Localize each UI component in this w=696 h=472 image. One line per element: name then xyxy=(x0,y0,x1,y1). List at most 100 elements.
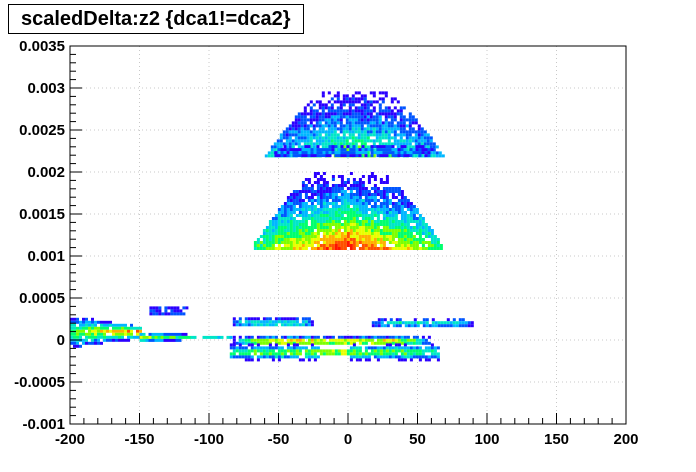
heatmap-cell xyxy=(333,133,337,137)
heatmap-cell xyxy=(427,235,431,238)
x-tick-label: -150 xyxy=(124,431,154,448)
heatmap-cell xyxy=(345,100,349,104)
heatmap-cell xyxy=(238,338,242,342)
heatmap-cell xyxy=(334,151,338,155)
heatmap-cell xyxy=(372,127,376,131)
heatmap-cell xyxy=(322,214,326,217)
heatmap-cell xyxy=(418,148,422,152)
heatmap-cell xyxy=(322,238,326,241)
heatmap-cell xyxy=(118,329,121,333)
heatmap-cell xyxy=(411,139,415,143)
heatmap-cell xyxy=(310,338,314,342)
heatmap-cell xyxy=(283,241,287,244)
heatmap-cell xyxy=(271,323,275,327)
heatmap-cell xyxy=(324,124,328,128)
heatmap-cell xyxy=(325,232,329,235)
heatmap-cell xyxy=(82,332,85,336)
heatmap-cell xyxy=(382,232,386,235)
heatmap-cell xyxy=(303,130,307,134)
heatmap-cell xyxy=(402,118,406,122)
heatmap-cell xyxy=(244,355,248,359)
heatmap-cell xyxy=(433,241,437,244)
heatmap-cell xyxy=(367,175,371,178)
heatmap-cell xyxy=(400,196,404,199)
heatmap-cell xyxy=(367,229,371,232)
heatmap-cell xyxy=(421,244,425,247)
heatmap-cell xyxy=(373,199,377,202)
heatmap-cell xyxy=(310,196,314,199)
heatmap-cell xyxy=(304,223,308,226)
heatmap-cell xyxy=(331,232,335,235)
heatmap-cell xyxy=(310,214,314,217)
heatmap-cell xyxy=(85,323,88,327)
heatmap-cell xyxy=(307,187,311,190)
heatmap-cell xyxy=(372,115,376,119)
heatmap-cell xyxy=(298,335,302,339)
heatmap-cell xyxy=(402,142,406,146)
heatmap-cell xyxy=(175,335,179,339)
heatmap-cell xyxy=(334,352,338,356)
heatmap-cell xyxy=(340,196,344,199)
heatmap-cell xyxy=(346,352,350,356)
heatmap-cell xyxy=(274,226,278,229)
heatmap-cell xyxy=(355,199,359,202)
heatmap-cell xyxy=(309,121,313,125)
heatmap-cell xyxy=(376,235,380,238)
heatmap-cell xyxy=(370,235,374,238)
heatmap-cell xyxy=(315,112,319,116)
heatmap-cell xyxy=(409,205,413,208)
heatmap-cell xyxy=(352,214,356,217)
heatmap-cell xyxy=(385,208,389,211)
heatmap-cell xyxy=(360,112,364,116)
heatmap-cell xyxy=(301,223,305,226)
heatmap-cell xyxy=(378,121,382,125)
heatmap-cell xyxy=(294,121,298,125)
heatmap-cell xyxy=(169,338,173,342)
heatmap-cell xyxy=(340,352,344,356)
heatmap-cell xyxy=(358,178,362,181)
heatmap-cell xyxy=(310,217,314,220)
heatmap-cell xyxy=(288,133,292,137)
heatmap-cell xyxy=(345,142,349,146)
heatmap-cell xyxy=(289,244,293,247)
heatmap-cell xyxy=(292,335,296,339)
heatmap-cell xyxy=(407,321,411,325)
heatmap-cell xyxy=(361,338,365,342)
heatmap-cell xyxy=(333,130,337,134)
heatmap-cell xyxy=(214,335,218,339)
heatmap-cell xyxy=(328,226,332,229)
heatmap-cell xyxy=(310,352,314,356)
heatmap-cell xyxy=(342,136,346,140)
heatmap-cell xyxy=(289,346,293,350)
heatmap-cell xyxy=(322,335,326,339)
heatmap-cell xyxy=(298,241,302,244)
heatmap-cell xyxy=(277,235,281,238)
heatmap-cell xyxy=(352,205,356,208)
heatmap-cell xyxy=(337,214,341,217)
heatmap-cell xyxy=(274,238,278,241)
heatmap-cell xyxy=(394,208,398,211)
heatmap-cell xyxy=(297,118,301,122)
heatmap-cell xyxy=(310,235,314,238)
heatmap-cell xyxy=(274,247,278,250)
heatmap-cell xyxy=(285,142,289,146)
heatmap-cell xyxy=(397,208,401,211)
heatmap-cell xyxy=(399,106,403,110)
heatmap-cell xyxy=(430,232,434,235)
heatmap-cell xyxy=(82,341,85,345)
heatmap-cell xyxy=(247,343,251,347)
heatmap-cell xyxy=(327,100,331,104)
heatmap-cell xyxy=(423,145,427,149)
heatmap-cell xyxy=(333,142,337,146)
heatmap-cell xyxy=(418,232,422,235)
heatmap-cell xyxy=(390,124,394,128)
heatmap-cell xyxy=(244,320,248,324)
heatmap-cell xyxy=(310,335,314,339)
heatmap-cell xyxy=(319,229,323,232)
heatmap-cell xyxy=(309,106,313,110)
heatmap-cell xyxy=(358,235,362,238)
heatmap-cell xyxy=(337,241,341,244)
heatmap-cell xyxy=(289,320,293,324)
heatmap-cell xyxy=(363,115,367,119)
heatmap-cell xyxy=(295,341,299,345)
